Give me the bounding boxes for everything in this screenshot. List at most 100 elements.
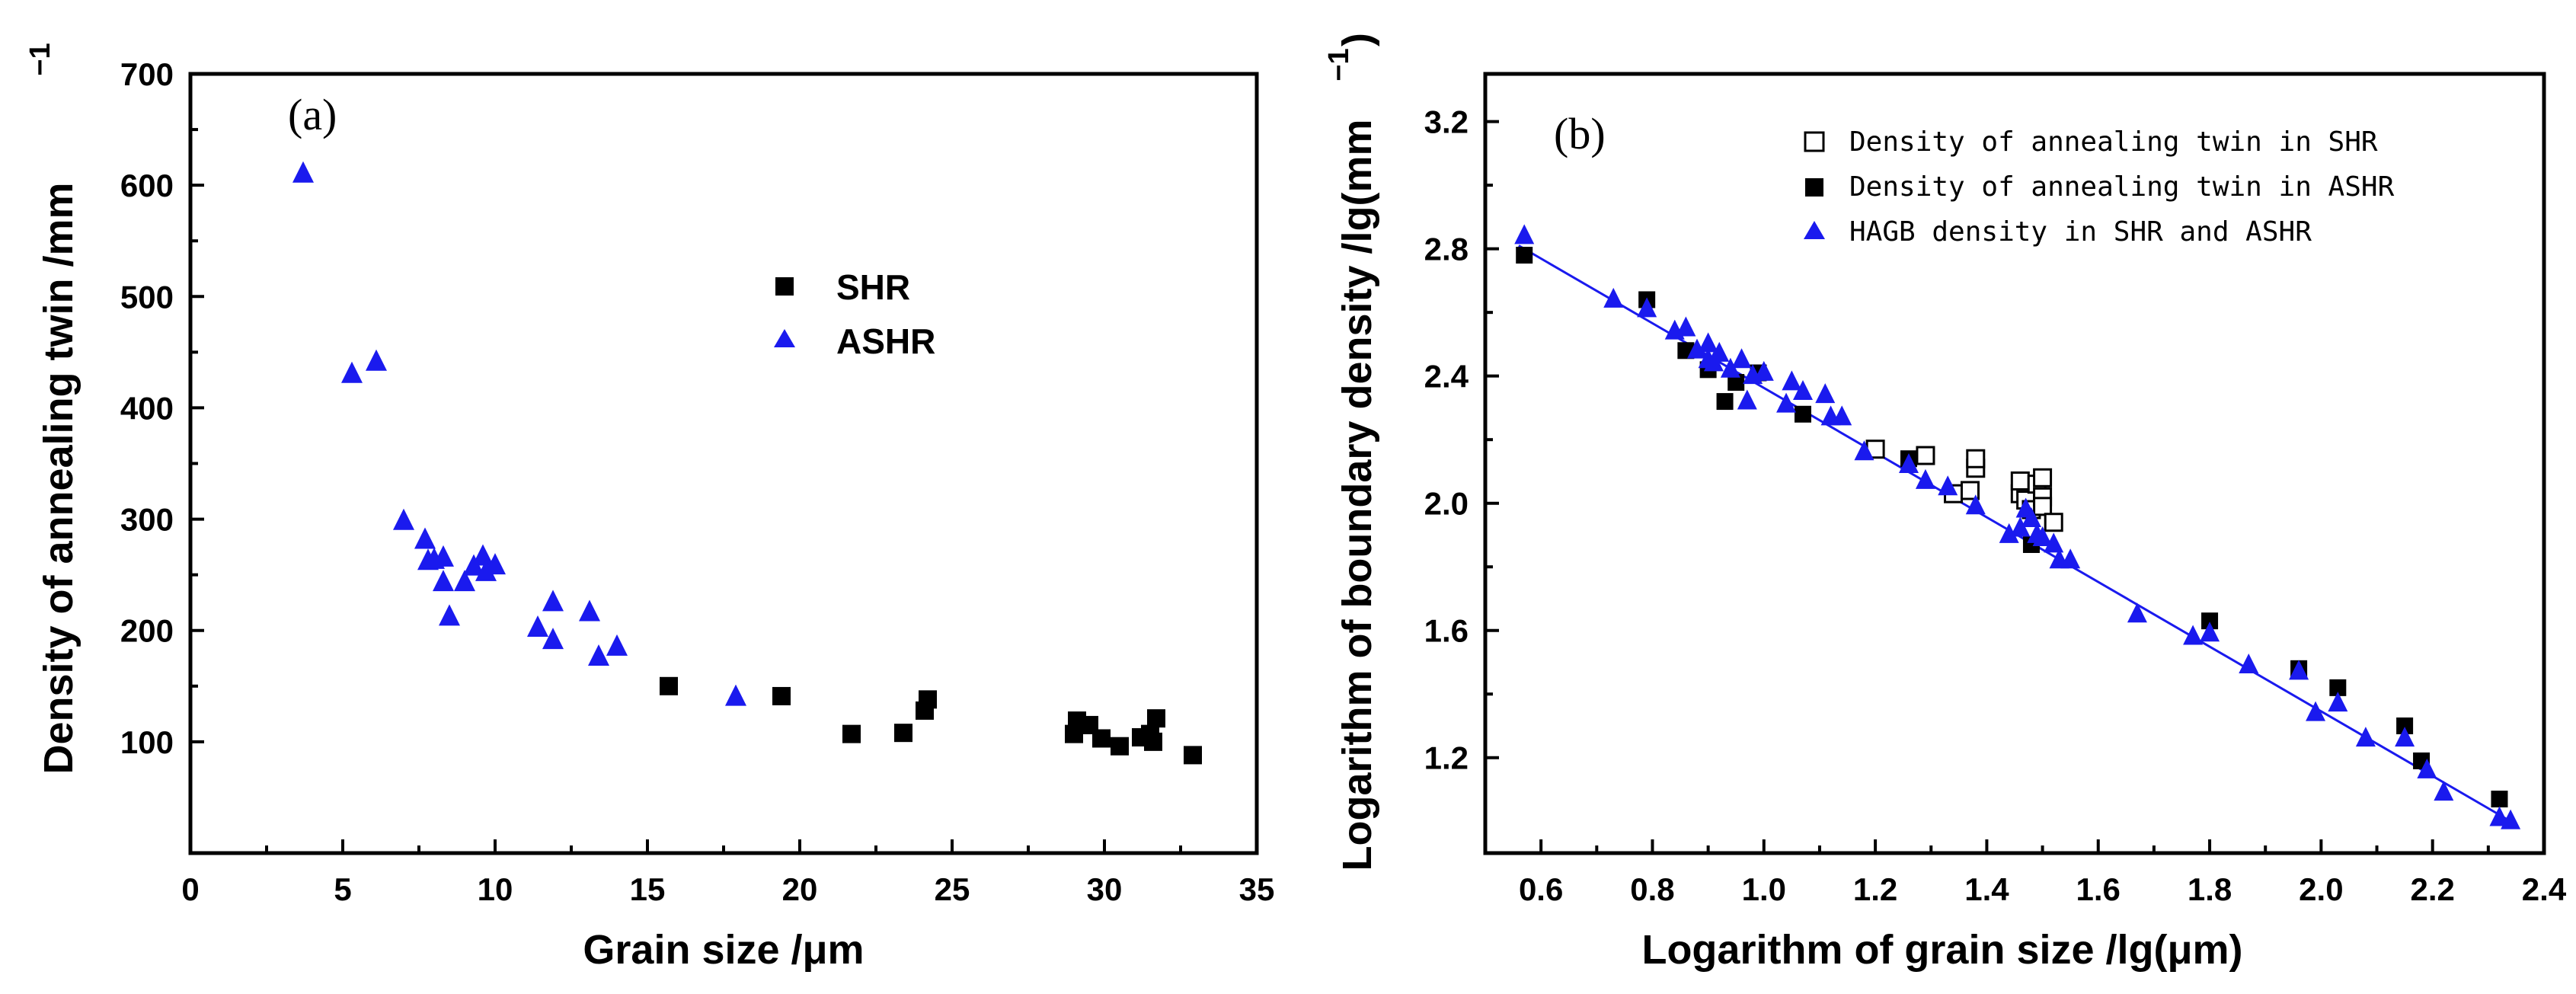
panel-a-point-ashr bbox=[606, 634, 628, 656]
panel-b-x-tick-label: 2.0 bbox=[2299, 871, 2343, 907]
panel-a-y-axis-title-group: Density of annealing twin /mm −1 bbox=[24, 43, 81, 774]
panel-a-y-tick-label: 300 bbox=[120, 502, 174, 538]
panel-b-point-density-of-annealing-twin-in-shr bbox=[2010, 471, 2030, 491]
panel-b-point-hagb-density-in-shr-and-ashr bbox=[2060, 548, 2081, 569]
panel-a-point-ashr bbox=[588, 644, 609, 666]
panel-a-legend: SHR ASHR bbox=[774, 267, 935, 361]
panel-a-point-ashr bbox=[475, 559, 497, 581]
panel-b-x-tick-label: 1.6 bbox=[2076, 871, 2121, 907]
panel-b-y-axis-title-close: ) bbox=[1334, 33, 1380, 46]
panel-b-point-hagb-density-in-shr-and-ashr bbox=[1938, 475, 1958, 496]
panel-b-y-tick-label: 2.0 bbox=[1424, 486, 1469, 522]
panel-b-point-hagb-density-in-shr-and-ashr bbox=[2010, 516, 2031, 537]
panel-a-point-ashr bbox=[472, 544, 494, 566]
panel-a-point-ashr bbox=[484, 553, 506, 575]
panel-b-point-hagb-density-in-shr-and-ashr bbox=[1731, 348, 1752, 369]
panel-b-label: (b) bbox=[1554, 109, 1606, 158]
panel-b-point-hagb-density-in-shr-and-ashr bbox=[1965, 494, 1986, 515]
panel-b-point-density-of-annealing-twin-in-shr bbox=[2033, 468, 2053, 487]
panel-a-point-shr bbox=[894, 724, 912, 743]
panel-b-point-density-of-annealing-twin-in-ashr bbox=[1727, 374, 1745, 392]
panel-a-y-axis-title-exponent: −1 bbox=[24, 43, 56, 75]
panel-b-point-hagb-density-in-shr-and-ashr bbox=[2239, 654, 2259, 674]
panel-b-x-tick-label: 1.4 bbox=[1964, 871, 2009, 907]
panel-b-point-density-of-annealing-twin-in-ashr bbox=[1716, 393, 1734, 411]
panel-b-ticks: 0.6 0.8 1.0 1.2 1.4 1.6 1.8 2.0 2.2 2.4 1.2 1.6 2.0 2… bbox=[1424, 104, 2567, 907]
panel-a-y-tick-label: 100 bbox=[120, 724, 174, 760]
panel-b-point-hagb-density-in-shr-and-ashr bbox=[2328, 692, 2348, 712]
panel-b-point-hagb-density-in-shr-and-ashr bbox=[2289, 660, 2309, 680]
panel-b-point-hagb-density-in-shr-and-ashr bbox=[1676, 316, 1696, 337]
panel-b-point-hagb-density-in-shr-and-ashr bbox=[2355, 727, 2376, 747]
panel-b-point-density-of-annealing-twin-in-ashr bbox=[2396, 717, 2414, 734]
panel-a-legend-shr-label: SHR bbox=[836, 267, 910, 307]
panel-b-point-hagb-density-in-shr-and-ashr bbox=[1698, 332, 1718, 353]
panel-a-x-tick-label: 30 bbox=[1087, 871, 1123, 907]
panel-b-y-tick-label: 2.8 bbox=[1424, 232, 1469, 267]
panel-a-points bbox=[292, 161, 1202, 765]
panel-b-point-hagb-density-in-shr-and-ashr bbox=[2032, 526, 2053, 547]
panel-b-point-density-of-annealing-twin-in-shr bbox=[1966, 449, 1986, 468]
panel-b-point-hagb-density-in-shr-and-ashr bbox=[1832, 405, 1852, 426]
panel-a-ticks: 0 5 10 15 20 25 30 35 100 200 300 400 500 600 700 bbox=[120, 56, 1274, 907]
panel-a-point-ashr bbox=[579, 599, 600, 622]
panel-b-point-density-of-annealing-twin-in-shr bbox=[1916, 446, 1935, 465]
panel-b-y-axis-title-exponent: −1 bbox=[1323, 48, 1355, 81]
panel-a-point-ashr bbox=[454, 570, 475, 592]
panel-a-y-axis-title: Density of annealing twin /mm bbox=[36, 182, 81, 774]
panel-b-axes-frame bbox=[1483, 72, 2546, 855]
panel-b-point-hagb-density-in-shr-and-ashr bbox=[1782, 370, 1802, 391]
panel-a-y-tick-label: 200 bbox=[120, 613, 174, 649]
panel-b-y-tick-label: 3.2 bbox=[1424, 104, 1469, 140]
panel-b-point-hagb-density-in-shr-and-ashr bbox=[1637, 297, 1657, 318]
panel-b-point-hagb-density-in-shr-and-ashr bbox=[1753, 360, 1774, 381]
panel-b-point-hagb-density-in-shr-and-ashr bbox=[1999, 523, 2019, 543]
panel-a-point-ashr bbox=[433, 570, 454, 592]
panel-a-point-ashr bbox=[542, 590, 564, 612]
panel-b-point-hagb-density-in-shr-and-ashr bbox=[1776, 392, 1797, 413]
panel-b-point-hagb-density-in-shr-and-ashr bbox=[2417, 758, 2437, 778]
panel-b-point-hagb-density-in-shr-and-ashr bbox=[1514, 224, 1535, 245]
panel-b-legend-ashr-label: Density of annealing twin in ASHR bbox=[1849, 171, 2395, 203]
panel-b-y-tick-label: 1.2 bbox=[1424, 740, 1469, 776]
panel-b-x-tick-label: 2.2 bbox=[2410, 871, 2454, 907]
panel-a-point-shr bbox=[1147, 709, 1165, 728]
panel-b-legend-hagb-label: HAGB density in SHR and ASHR bbox=[1849, 216, 2312, 248]
panel-b-point-hagb-density-in-shr-and-ashr bbox=[2044, 532, 2064, 553]
panel-b-point-hagb-density-in-shr-and-ashr bbox=[2200, 622, 2220, 642]
panel-a-point-ashr bbox=[414, 527, 436, 549]
panel-b-point-hagb-density-in-shr-and-ashr bbox=[1854, 440, 1874, 461]
panel-b-x-tick-label: 0.6 bbox=[1519, 871, 1563, 907]
panel-b-point-density-of-annealing-twin-in-ashr bbox=[1516, 247, 1533, 264]
panel-b-legend-ashr-marker bbox=[1805, 178, 1823, 197]
panel-b-point-hagb-density-in-shr-and-ashr bbox=[2021, 507, 2041, 527]
panel-b-x-tick-label: 1.8 bbox=[2188, 871, 2232, 907]
panel-a-point-ashr bbox=[366, 349, 387, 371]
panel-a-x-tick-label: 15 bbox=[630, 871, 666, 907]
panel-b-point-hagb-density-in-shr-and-ashr bbox=[1709, 341, 1730, 362]
panel-b-point-hagb-density-in-shr-and-ashr bbox=[2183, 625, 2204, 645]
panel-a-x-tick-label: 20 bbox=[782, 871, 818, 907]
panel-b-point-hagb-density-in-shr-and-ashr bbox=[2434, 781, 2454, 801]
panel-b-legend: Density of annealing twin in SHR Density… bbox=[1804, 126, 2395, 248]
panel-b-y-axis-title: Logarithm of boundary density /lg(mm bbox=[1334, 119, 1380, 871]
panel-a-x-tick-label: 25 bbox=[935, 871, 970, 907]
panel-a-point-ashr bbox=[725, 684, 746, 706]
panel-a-x-tick-label: 35 bbox=[1239, 871, 1275, 907]
panel-b-point-hagb-density-in-shr-and-ashr bbox=[2501, 809, 2521, 829]
panel-b-point-hagb-density-in-shr-and-ashr bbox=[1603, 287, 1624, 308]
panel-a-axes-frame bbox=[188, 72, 1259, 855]
panel-a-legend-ashr-label: ASHR bbox=[836, 321, 935, 361]
panel-a-point-shr bbox=[919, 690, 937, 709]
panel-a-point-ashr bbox=[393, 508, 414, 530]
panel-b-point-density-of-annealing-twin-in-shr bbox=[2033, 497, 2053, 516]
panel-b-point-density-of-annealing-twin-in-shr bbox=[1960, 481, 1980, 500]
panel-b-point-hagb-density-in-shr-and-ashr bbox=[1737, 389, 1757, 410]
panel-a-point-shr bbox=[660, 676, 678, 695]
panel-b-x-tick-label: 1.2 bbox=[1853, 871, 1897, 907]
panel-a-label: (a) bbox=[288, 90, 337, 139]
panel-a-y-tick-label: 400 bbox=[120, 390, 174, 426]
panel-b: 0.6 0.8 1.0 1.2 1.4 1.6 1.8 2.0 2.2 2.4 1.2 1.6 2.0 2… bbox=[1323, 33, 2567, 973]
